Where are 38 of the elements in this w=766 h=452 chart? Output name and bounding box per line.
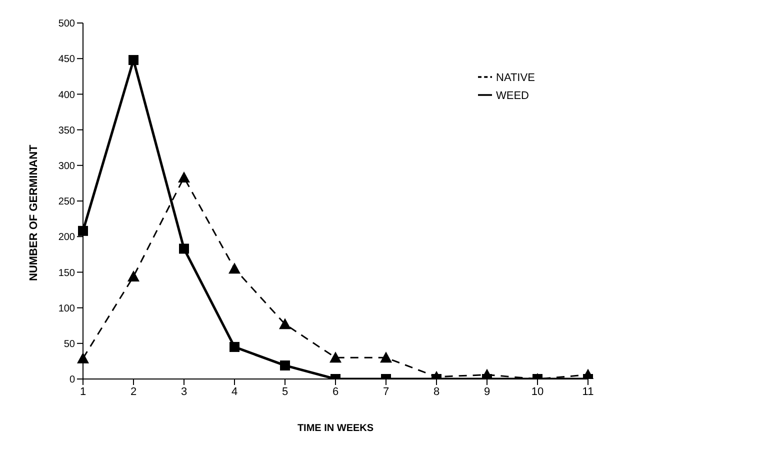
legend-label: WEED — [496, 90, 529, 102]
x-tick-label: 8 — [433, 386, 440, 398]
point — [279, 318, 291, 330]
x-tick-label: 2 — [130, 386, 137, 398]
point — [380, 352, 392, 363]
x-tick-label: 11 — [582, 386, 594, 398]
y-tick-label: 450 — [58, 54, 76, 66]
y-tick-label: 0 — [69, 374, 76, 386]
y-tick-label: 250 — [58, 196, 76, 208]
y-axis-title: NUMBER OF GERMINANT — [28, 144, 40, 281]
y-tick-label: 100 — [58, 303, 76, 314]
x-tick-label: 6 — [332, 386, 339, 398]
point — [280, 360, 290, 370]
point — [78, 226, 88, 236]
y-tick-label: 150 — [58, 268, 76, 279]
point — [230, 342, 240, 352]
point — [178, 172, 190, 183]
y-tick-label: 200 — [58, 232, 76, 244]
point — [179, 244, 189, 254]
x-tick-label: 9 — [484, 386, 490, 398]
point — [128, 55, 138, 66]
y-tick-label: 300 — [58, 160, 76, 172]
y-tick-label: 400 — [58, 90, 76, 101]
y-tick-label: 350 — [58, 125, 76, 136]
point — [330, 352, 342, 363]
point — [128, 270, 140, 282]
y-tick-label: 500 — [58, 18, 76, 30]
point — [77, 352, 89, 364]
x-axis-title: TIME IN WEEKS — [297, 423, 374, 434]
x-tick-label: 7 — [382, 386, 390, 398]
point — [228, 262, 240, 274]
legend-label: NATIVE — [496, 72, 535, 84]
x-tick-label: 10 — [531, 386, 544, 398]
x-tick-label: 4 — [231, 386, 238, 398]
x-tick-label: 3 — [180, 386, 188, 398]
y-tick-label: 50 — [64, 338, 76, 350]
x-tick-label: 1 — [80, 386, 86, 398]
x-tick-label: 5 — [282, 386, 288, 398]
